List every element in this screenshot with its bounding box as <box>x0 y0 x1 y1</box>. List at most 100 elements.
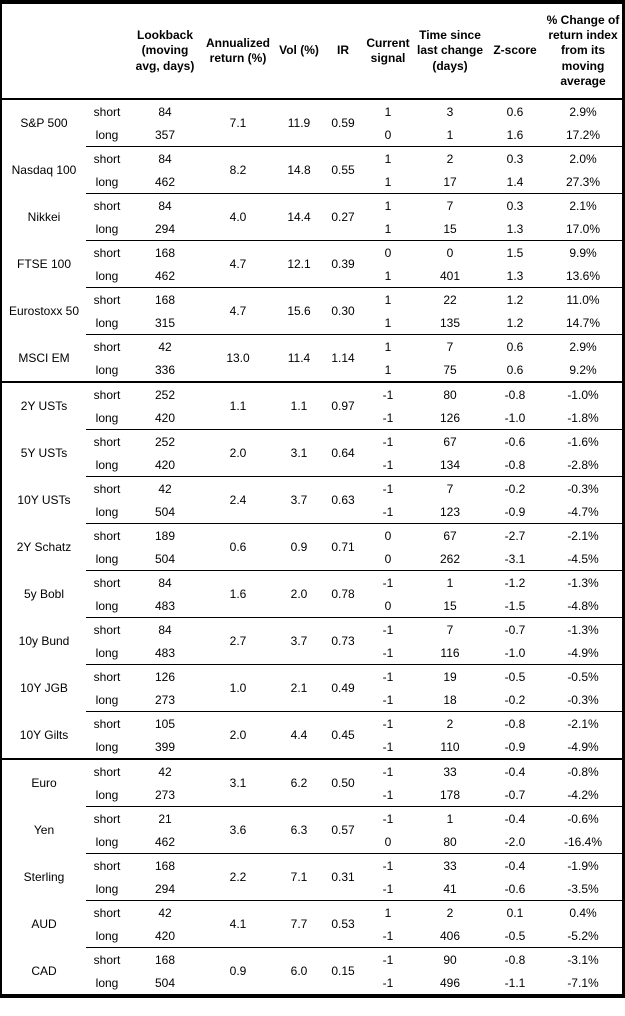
z-score-cell: -0.4 <box>486 806 544 830</box>
col-header-leg <box>86 4 128 100</box>
table-row: long 504 0 262 -3.1 -4.5% <box>2 547 622 571</box>
table-row: 10Y JGB short 126 1.0 2.1 0.49 -1 19 -0.5 -0.5% <box>2 664 622 712</box>
lookback-cell: 483 <box>154 598 176 613</box>
lookback-cell: 273 <box>154 692 176 707</box>
lookback-cell: 462 <box>154 174 176 189</box>
ir-cell: 0.63 <box>324 476 362 524</box>
annualized-return-cell: 1.1 <box>202 381 274 430</box>
z-score-cell: 1.3 <box>506 221 524 236</box>
pct-change-cell: -2.1% <box>544 523 622 547</box>
z-score-cell: -0.2 <box>486 476 544 500</box>
annualized-return-cell: 3.6 <box>202 806 274 854</box>
leg-cell: long <box>95 692 119 707</box>
pct-change-cell: 17.2% <box>565 127 601 142</box>
signal-cell: 1 <box>384 268 392 283</box>
leg-cell: long <box>95 739 119 754</box>
pct-change-cell: -0.3% <box>544 476 622 500</box>
z-score-cell: 0.3 <box>486 146 544 170</box>
pct-change-cell: 9.2% <box>569 362 597 377</box>
table-row: 10Y USTs short 42 2.4 3.7 0.63 -1 7 -0.2 -0.3% <box>2 476 622 524</box>
leg-cell: long <box>95 315 119 330</box>
annualized-return-cell: 7.1 <box>229 116 247 130</box>
signal-cell: -1 <box>382 739 394 754</box>
table-row: long 483 0 15 -1.5 -4.8% <box>2 594 622 618</box>
table-row: 2Y Schatz short 189 0.6 0.9 0.71 0 67 -2.7 -2.1% <box>2 523 622 571</box>
signal-cell: 1 <box>362 287 414 311</box>
table-row: 5Y USTs short 252 2.0 3.1 0.64 -1 67 -0.6 -1.6% <box>2 429 622 477</box>
ir-cell: 0.49 <box>324 664 362 712</box>
pct-change-cell: -2.1% <box>544 711 622 735</box>
signal-cell: 1 <box>384 174 392 189</box>
asset-name-cell: Sterling <box>23 870 65 884</box>
time-since-change-cell: 15 <box>443 221 457 236</box>
lookback-cell: 315 <box>154 315 176 330</box>
table-row: long 462 1 17 1.4 27.3% <box>2 170 622 194</box>
time-since-change-cell: 7 <box>414 334 486 358</box>
asset-name-cell: CAD <box>31 963 57 978</box>
signal-cell: -1 <box>362 711 414 735</box>
leg-cell: long <box>95 504 119 519</box>
time-since-change-cell: 116 <box>440 645 460 660</box>
lookback-cell: 399 <box>154 739 176 754</box>
table-row: FTSE 100 short 168 4.7 12.1 0.39 0 0 1.5 9.9% <box>2 240 622 288</box>
pct-change-cell: 27.3% <box>565 174 601 189</box>
lookback-cell: 126 <box>128 664 202 688</box>
pct-change-cell: -2.8% <box>567 457 599 472</box>
z-score-cell: 1.3 <box>506 268 524 283</box>
leg-cell: short <box>86 664 128 688</box>
lookback-cell: 294 <box>154 881 176 896</box>
col-header-pct-change: % Change of return index from its moving… <box>544 4 622 100</box>
ir-cell: 0.27 <box>324 193 362 241</box>
annualized-return-cell: 13.0 <box>202 334 274 382</box>
pct-change-cell: -0.3% <box>567 692 599 707</box>
time-since-change-cell: 15 <box>443 598 457 613</box>
signal-cell: -1 <box>362 664 414 688</box>
vol-cell: 3.7 <box>274 476 324 524</box>
z-score-cell: 1.6 <box>506 127 524 142</box>
col-header-z-score: Z-score <box>486 4 544 100</box>
table-row: long 504 -1 496 -1.1 -7.1% <box>2 971 622 994</box>
z-score-cell: -0.4 <box>486 758 544 783</box>
signal-cell: 0 <box>384 834 392 849</box>
vol-cell: 11.4 <box>274 334 324 382</box>
asset-name-cell: 10y Bund <box>18 634 70 648</box>
pct-change-cell: 13.6% <box>565 268 601 283</box>
pct-change-cell: -3.1% <box>544 947 622 971</box>
z-score-cell: 1.2 <box>506 315 524 330</box>
signal-cell: -1 <box>362 476 414 500</box>
ir-cell: 0.71 <box>324 523 362 571</box>
annualized-return-cell: 1.6 <box>202 570 274 618</box>
lookback-cell: 504 <box>154 504 176 519</box>
signal-cell: 1 <box>362 900 414 924</box>
leg-cell: short <box>86 617 128 641</box>
annualized-return-cell: 2.7 <box>202 617 274 665</box>
table-row: Sterling short 168 2.2 7.1 0.31 -1 33 -0.4 -1.9% <box>2 853 622 901</box>
lookback-cell: 168 <box>128 287 202 311</box>
ir-cell: 0.31 <box>324 853 362 901</box>
pct-change-cell: 14.7% <box>565 315 601 330</box>
table-row: Eurostoxx 50 short 168 4.7 15.6 0.30 1 22 1.2 11.… <box>2 287 622 335</box>
table-row: long 357 0 1 1.6 17.2% <box>2 123 622 147</box>
annualized-return-cell: 2.2 <box>202 853 274 901</box>
ir-cell: 0.15 <box>324 947 362 994</box>
time-since-change-cell: 1 <box>414 570 486 594</box>
asset-name-cell: 10Y USTs <box>17 493 71 507</box>
vol-cell: 3.7 <box>274 617 324 665</box>
lookback-cell: 252 <box>128 429 202 453</box>
signal-cell: 1 <box>384 362 392 377</box>
signal-cell: -1 <box>382 881 394 896</box>
time-since-change-cell: 7 <box>414 193 486 217</box>
signal-cell: -1 <box>362 381 414 406</box>
table-row: long 420 -1 134 -0.8 -2.8% <box>2 453 622 477</box>
z-score-cell: 0.1 <box>486 900 544 924</box>
lookback-cell: 189 <box>128 523 202 547</box>
lookback-cell: 420 <box>154 928 176 943</box>
pct-change-cell: -4.9% <box>567 739 599 754</box>
pct-change-cell: -0.8% <box>544 758 622 783</box>
leg-cell: long <box>95 787 119 802</box>
z-score-cell: -0.6 <box>486 429 544 453</box>
signal-cell: -1 <box>382 645 394 660</box>
time-since-change-cell: 90 <box>414 947 486 971</box>
lookback-cell: 84 <box>128 146 202 170</box>
